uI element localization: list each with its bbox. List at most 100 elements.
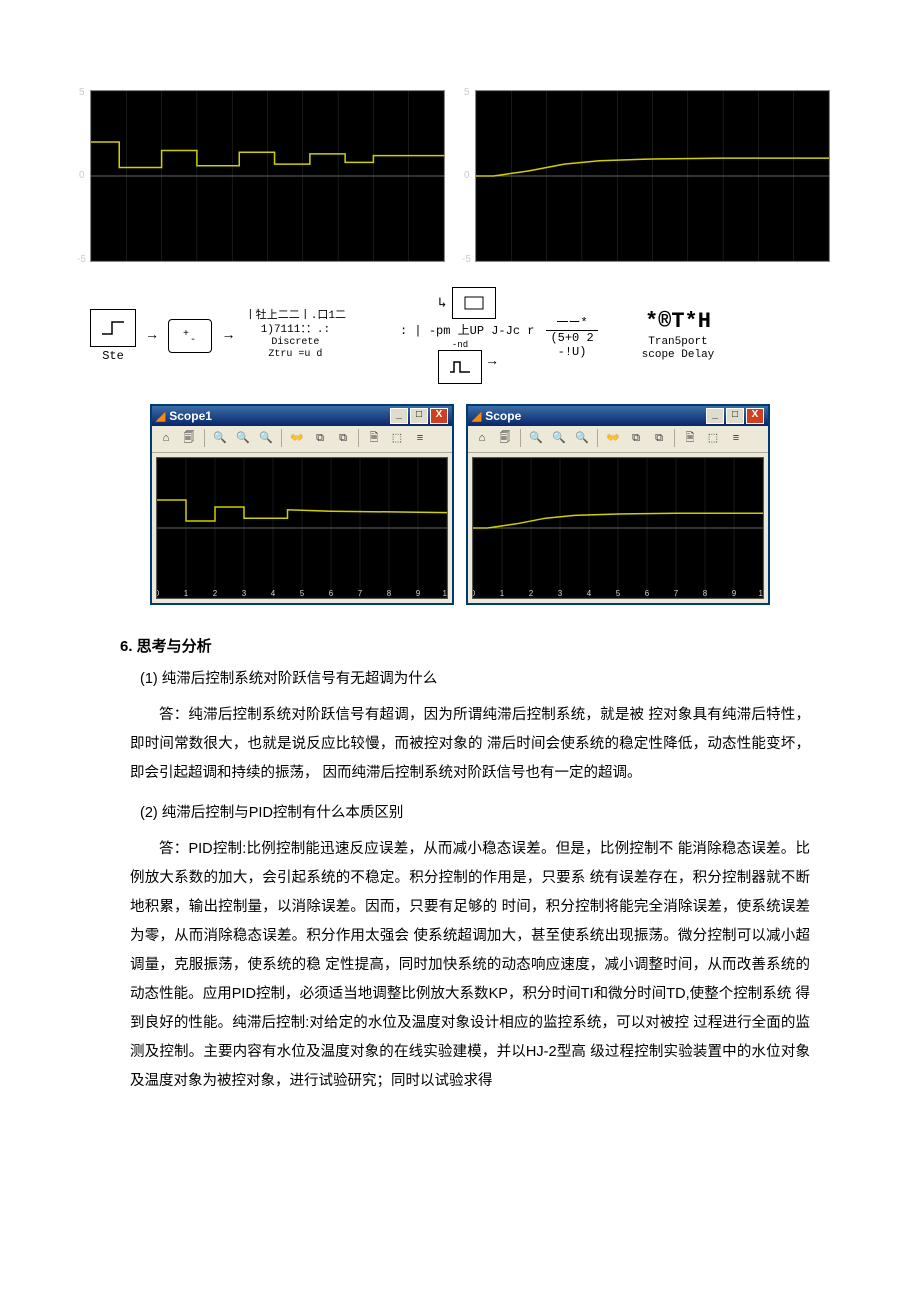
transfer-function: 一ー* (5+0 2 -!U) (546, 313, 597, 359)
svg-text:0: 0 (473, 589, 476, 598)
toolbar-button[interactable]: ⧉ (310, 429, 330, 449)
toolbar-button[interactable]: ⌂ (472, 429, 492, 449)
toolbar-button[interactable]: ⧉ (333, 429, 353, 449)
scope-plot-area: 012345678910 (156, 457, 448, 599)
plot-step-square: 012345678910 (157, 458, 447, 598)
section-heading: 6. 思考与分析 (120, 635, 830, 656)
answer-2: 答：PID控制:比例控制能迅速反应误差，从而减小稳态误差。但是，比例控制不 能消… (130, 835, 810, 1096)
scope-icon (463, 295, 485, 311)
toolbar-separator (204, 429, 205, 447)
question-1: (1) 纯滞后控制系统对阶跃信号有无超调为什么 (140, 668, 830, 691)
toolbar-button[interactable]: 🗐 (179, 429, 199, 449)
diagram-line4: Ztru =u d (268, 349, 322, 361)
y-tick-bot: -5 (77, 254, 86, 265)
toolbar-button[interactable]: ≡ (410, 429, 430, 449)
toolbar-button[interactable]: 👐 (287, 429, 307, 449)
svg-text:6: 6 (645, 589, 650, 598)
minimize-button[interactable]: _ (390, 408, 408, 424)
svg-text:2: 2 (529, 589, 534, 598)
diagram-line1: 丨牡上二二丨.口1二 (245, 310, 346, 323)
scope-branch: ↳ : | -pm 上UP J-Jc r -nd → (400, 287, 534, 384)
simulink-diagram: Ste → +- → 丨牡上二二丨.口1二 1)7111：：.: Discret… (90, 287, 830, 384)
svg-text:-: - (190, 335, 196, 346)
svg-text:6: 6 (329, 589, 334, 598)
toolbar-button[interactable]: ≡ (726, 429, 746, 449)
question-2: (2) 纯滞后控制与PID控制有什么本质区别 (140, 802, 830, 825)
svg-text:1: 1 (500, 589, 505, 598)
toolbar-button[interactable]: ⧉ (626, 429, 646, 449)
close-button[interactable]: X (430, 408, 448, 424)
plot-smooth (476, 91, 829, 261)
svg-text:10: 10 (443, 589, 447, 598)
svg-text:4: 4 (587, 589, 592, 598)
tf-denom2: -!U) (546, 345, 597, 359)
titlebar[interactable]: ◢ Scope1 _ □ X (152, 406, 452, 426)
y-tick-mid: 0 (464, 170, 470, 181)
transport-delay-label: *®T*H Tran5port scope Delay (642, 309, 715, 362)
window-buttons: _ □ X (390, 408, 448, 424)
toolbar-separator (520, 429, 521, 447)
close-button[interactable]: X (746, 408, 764, 424)
toolbar-button[interactable]: ⬚ (703, 429, 723, 449)
toolbar-button[interactable]: 🔍 (256, 429, 276, 449)
toolbar-button[interactable]: ⬚ (387, 429, 407, 449)
svg-text:0: 0 (157, 589, 160, 598)
sum-icon: +- (180, 326, 200, 346)
toolbar-button[interactable]: 🔍 (526, 429, 546, 449)
svg-text:2: 2 (213, 589, 218, 598)
step-label: Ste (102, 349, 124, 363)
toolbar-button[interactable]: 🔍 (549, 429, 569, 449)
toolbar-button[interactable]: ⧉ (649, 429, 669, 449)
diagram-line2: 1)7111：：.: (261, 324, 330, 337)
matlab-icon: ◢ (156, 409, 165, 423)
arrow-icon: → (148, 328, 156, 344)
svg-text:1: 1 (184, 589, 189, 598)
svg-text:9: 9 (732, 589, 737, 598)
toolbar-button[interactable]: 🗐 (495, 429, 515, 449)
y-tick-top: 5 (464, 87, 470, 98)
scope-window-left: ◢ Scope1 _ □ X ⌂🗐🔍🔍🔍👐⧉⧉🗎⬚≡ 012345678910 (150, 404, 454, 605)
toolbar-button[interactable]: 🗎 (680, 429, 700, 449)
matlab-icon: ◢ (472, 409, 481, 423)
toolbar-button[interactable]: 👐 (603, 429, 623, 449)
svg-text:5: 5 (616, 589, 621, 598)
toolbar-separator (597, 429, 598, 447)
scope-row-top: 5 0 -5 5 0 -5 (90, 90, 830, 262)
window-buttons: _ □ X (706, 408, 764, 424)
svg-text:7: 7 (358, 589, 363, 598)
plot-step-square (91, 91, 444, 261)
toolbar-button[interactable]: 🔍 (572, 429, 592, 449)
toolbar-separator (281, 429, 282, 447)
sum-block: +- (168, 319, 212, 353)
scope-top-left: 5 0 -5 (90, 90, 445, 262)
scope-window-right: ◢ Scope _ □ X ⌂🗐🔍🔍🔍👐⧉⧉🗎⬚≡ 012345678910 (466, 404, 770, 605)
toolbar-button[interactable]: 🔍 (210, 429, 230, 449)
toolbar-separator (674, 429, 675, 447)
svg-text:+: + (183, 329, 189, 340)
transport-symbol: *®T*H (645, 309, 711, 335)
svg-text:5: 5 (300, 589, 305, 598)
arrow-icon: → (224, 328, 232, 344)
y-tick-top: 5 (79, 87, 85, 98)
minimize-button[interactable]: _ (706, 408, 724, 424)
answer-1: 答：纯滞后控制系统对阶跃信号有超调，因为所谓纯滞后控制系统，就是被 控对象具有纯… (130, 701, 810, 788)
maximize-button[interactable]: □ (726, 408, 744, 424)
toolbar-button[interactable]: 🗎 (364, 429, 384, 449)
svg-text:8: 8 (387, 589, 392, 598)
svg-text:10: 10 (759, 589, 763, 598)
toolbar-separator (358, 429, 359, 447)
transport-line2: scope Delay (642, 349, 715, 362)
tf-numerator: 一ー* (546, 313, 597, 331)
tf-denom1: (5+0 2 (546, 331, 597, 345)
toolbar-button[interactable]: 🔍 (233, 429, 253, 449)
pulse-block (438, 350, 482, 384)
titlebar[interactable]: ◢ Scope _ □ X (468, 406, 768, 426)
page: 5 0 -5 5 0 -5 Ste → +- → 丨牡上二二丨.口1二 1)71… (0, 0, 920, 1170)
step-icon (100, 318, 126, 338)
maximize-button[interactable]: □ (410, 408, 428, 424)
step-block (90, 309, 136, 347)
window-title: Scope1 (169, 409, 212, 423)
svg-text:3: 3 (242, 589, 247, 598)
toolbar-button[interactable]: ⌂ (156, 429, 176, 449)
svg-text:4: 4 (271, 589, 276, 598)
